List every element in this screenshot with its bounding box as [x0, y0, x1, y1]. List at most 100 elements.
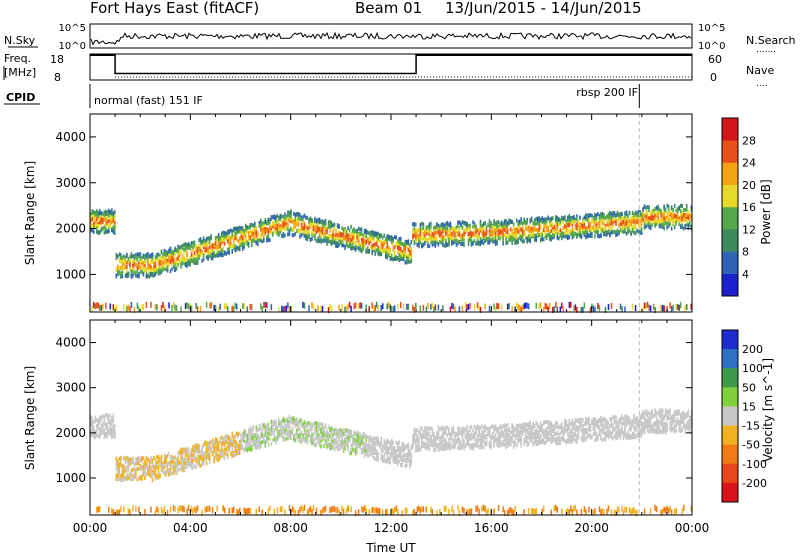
- power-cell: [288, 218, 291, 223]
- power-cell: [424, 241, 426, 246]
- power-cell: [445, 230, 447, 235]
- power-cell: [552, 235, 554, 240]
- power-cell: [622, 218, 625, 223]
- velocity-cell: [297, 433, 300, 438]
- velocity-cell: [251, 444, 253, 449]
- velocity-cell: [211, 438, 214, 443]
- velocity-cell: [196, 458, 199, 463]
- noise-right-tick-bottom: 10^0: [698, 41, 725, 52]
- velocity-cell: [293, 507, 295, 514]
- power-cell: [335, 231, 337, 236]
- power-cell: [521, 221, 524, 226]
- velocity-cell: [174, 505, 176, 512]
- power-cell: [135, 273, 137, 278]
- power-cell: [263, 224, 265, 229]
- power-cell: [261, 227, 264, 232]
- velocity-cell: [195, 459, 197, 464]
- power-cell: [570, 230, 572, 235]
- power-cell: [288, 213, 291, 218]
- power-cell: [567, 236, 569, 241]
- power-cell: [255, 238, 258, 243]
- velocity-cell: [282, 429, 285, 434]
- velocity-cell: [288, 504, 291, 511]
- power-cell: [327, 307, 330, 314]
- power-cell: [132, 259, 134, 264]
- velocity-cell: [117, 469, 119, 474]
- power-cell: [105, 209, 107, 214]
- power-cell: [469, 227, 471, 232]
- velocity-cell: [91, 418, 93, 423]
- power-cell: [192, 245, 194, 250]
- power-cell: [374, 252, 376, 257]
- power-cell: [538, 216, 540, 221]
- velocity-cell: [297, 510, 300, 517]
- power-cell: [624, 211, 626, 216]
- power-cell: [419, 240, 422, 245]
- power-cell: [175, 248, 178, 253]
- power-cell: [473, 228, 476, 233]
- velocity-cell: [148, 472, 151, 477]
- power-cell: [115, 252, 118, 257]
- power-cell: [153, 261, 155, 266]
- velocity-cell: [273, 428, 276, 433]
- power-cell: [386, 248, 388, 253]
- velocity-cell: [267, 431, 270, 436]
- power-cell: [238, 246, 241, 251]
- power-cell: [562, 226, 565, 230]
- power-cell: [94, 303, 97, 310]
- power-cell: [360, 245, 363, 250]
- velocity-cell: [278, 434, 280, 439]
- velocity-cell: [124, 455, 127, 460]
- power-cell: [323, 235, 325, 240]
- velocity-cell: [198, 463, 200, 468]
- power-cell: [383, 233, 385, 238]
- power-cell: [297, 222, 300, 227]
- power-cell: [154, 303, 157, 310]
- power-cell: [645, 217, 647, 222]
- power-cell: [518, 229, 521, 234]
- power-cell: [228, 242, 230, 247]
- power-cell: [374, 245, 376, 250]
- velocity-cell: [127, 468, 130, 473]
- velocity-cell: [276, 431, 279, 436]
- power-cell: [398, 248, 401, 253]
- power-cell: [549, 232, 551, 237]
- power-cell: [205, 237, 208, 242]
- power-cell: [464, 301, 467, 308]
- power-cell: [594, 234, 596, 239]
- power-cell: [371, 233, 373, 238]
- power-cell: [338, 242, 340, 247]
- velocity-cell: [234, 445, 236, 450]
- power-cell: [127, 304, 130, 311]
- power-cell: [359, 245, 361, 250]
- velocity-cell: [255, 432, 258, 437]
- power-cell: [392, 244, 394, 249]
- power-cell: [166, 258, 169, 263]
- velocity-cell: [242, 431, 244, 436]
- power-colorbar-tick-label: 20: [742, 179, 756, 192]
- power-cell: [254, 239, 256, 244]
- velocity-cell: [192, 447, 194, 452]
- power-cell: [669, 218, 671, 223]
- power-cell: [380, 242, 382, 247]
- power-cell: [232, 235, 235, 240]
- velocity-cell: [240, 433, 242, 438]
- power-cell: [142, 263, 145, 267]
- power-cell: [500, 230, 503, 235]
- power-cell: [315, 230, 318, 235]
- power-cell: [448, 222, 450, 227]
- power-cell: [518, 231, 521, 236]
- velocity-cell: [255, 446, 258, 451]
- velocity-cell: [136, 461, 139, 466]
- power-cell: [496, 223, 498, 228]
- power-cell: [585, 235, 587, 240]
- power-cell: [225, 302, 227, 309]
- power-cell: [254, 223, 256, 228]
- power-cell: [372, 246, 375, 251]
- velocity-cell: [266, 439, 268, 444]
- power-cell: [175, 256, 178, 261]
- velocity-cell: [190, 462, 193, 467]
- power-cell: [96, 302, 98, 309]
- power-cell: [502, 241, 504, 246]
